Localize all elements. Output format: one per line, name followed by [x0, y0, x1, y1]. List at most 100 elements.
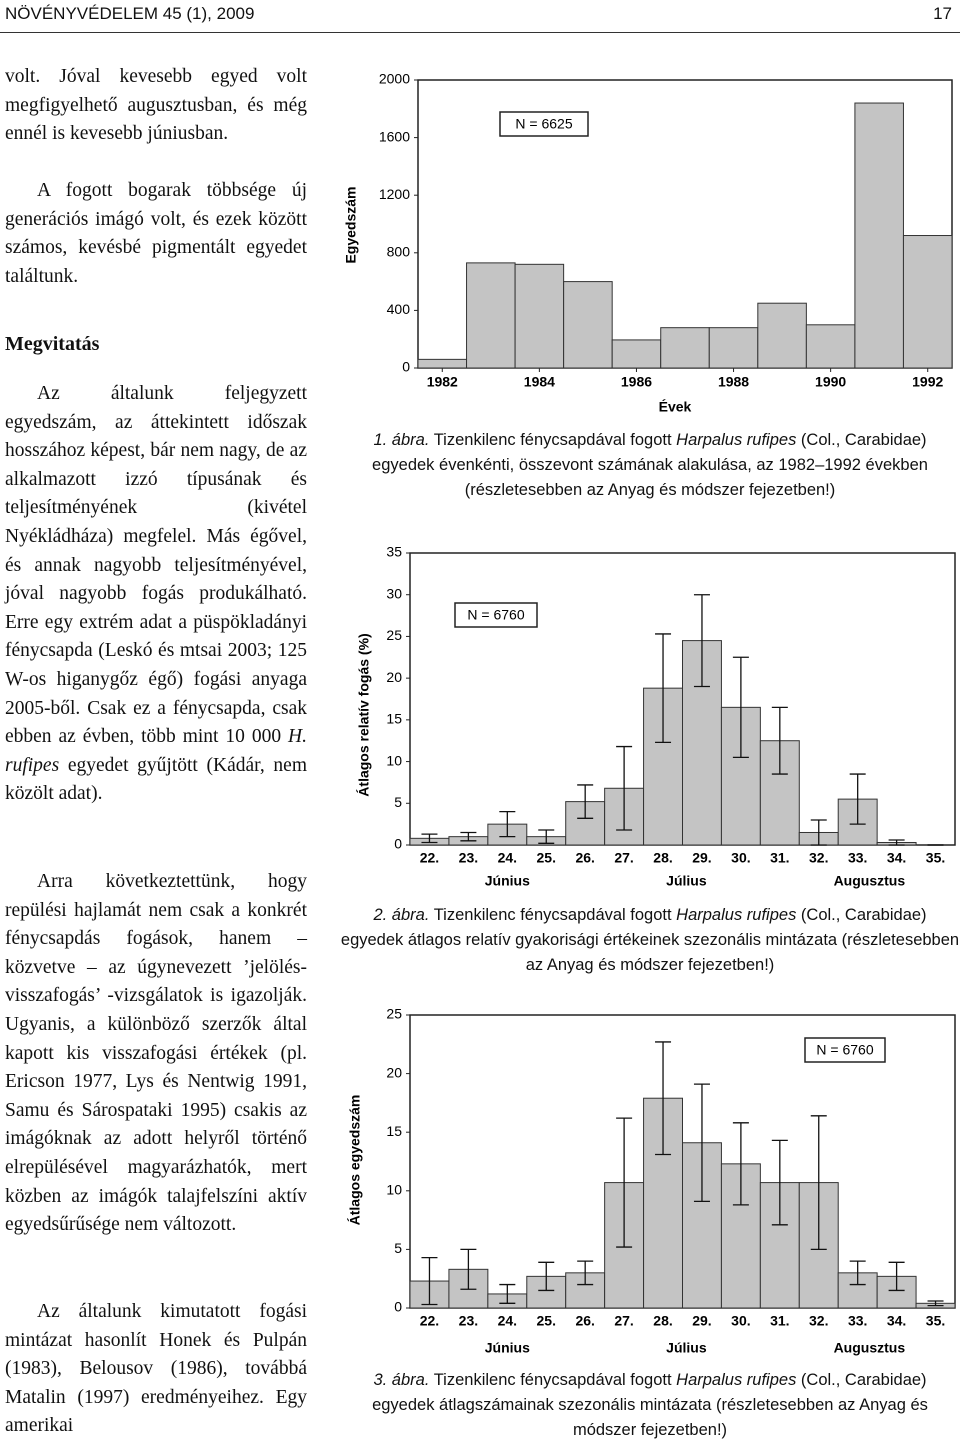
- x-tick-label: 23.: [459, 1313, 478, 1329]
- x-tick-label: 31.: [770, 1313, 789, 1329]
- x-tick-label: 31.: [770, 850, 789, 866]
- bar: [466, 262, 516, 369]
- x-tick-label: 1988: [718, 374, 749, 390]
- group-label: Június: [485, 873, 530, 889]
- y-tick-label: 15: [386, 1123, 402, 1139]
- y-tick-label: 35: [386, 544, 402, 560]
- x-tick-label: 26.: [575, 850, 594, 866]
- x-tick-label: 29.: [692, 850, 711, 866]
- bar: [417, 358, 468, 369]
- annotation: N = 6760: [816, 1042, 873, 1058]
- header-rule: [0, 32, 960, 33]
- x-tick-label: 1990: [815, 374, 846, 390]
- species: H. rufipes: [5, 726, 307, 776]
- text: egyedet gyűjtött (Kádár, nem közölt adat…: [5, 754, 307, 805]
- annotation: N = 6760: [467, 607, 524, 623]
- group-label: Június: [485, 1340, 530, 1356]
- x-tick-label: 1992: [912, 374, 943, 390]
- paragraph: volt. Jóval kevesebb egyed volt megfigye…: [5, 66, 307, 145]
- bar: [563, 281, 613, 369]
- journal-header: NÖVÉNYVÉDELEM 45 (1), 2009: [5, 4, 255, 23]
- figure-number: 3. ábra.: [373, 1371, 430, 1389]
- x-tick-label: 32.: [809, 1313, 828, 1329]
- figure-caption: 3. ábra. Tizenkilenc fénycsapdával fogot…: [340, 1368, 960, 1440]
- x-axis-label: Évek: [659, 399, 692, 415]
- y-tick-label: 0: [394, 836, 402, 852]
- paragraph: Arra következtettünk, hogy repülési hajl…: [5, 871, 307, 1236]
- y-tick-label: 1600: [379, 128, 410, 144]
- bar: [805, 324, 856, 369]
- species: Harpalus rufipes: [676, 1371, 797, 1389]
- group-label: Augusztus: [834, 873, 906, 889]
- y-tick-label: 5: [394, 794, 402, 810]
- bar: [902, 235, 953, 369]
- x-tick-label: 26.: [575, 1313, 594, 1329]
- paragraph: Az általunk kimutatott fogási mintázat h…: [5, 1301, 307, 1437]
- bar: [757, 302, 807, 369]
- x-tick-label: 24.: [498, 1313, 517, 1329]
- species: Harpalus rufipes: [676, 431, 797, 449]
- x-tick-label: 29.: [692, 1313, 711, 1329]
- caption-text: Tizenkilenc fénycsapdával fogott: [433, 431, 672, 449]
- group-label: Július: [666, 873, 707, 889]
- y-tick-label: 1200: [379, 186, 410, 202]
- group-label: Július: [666, 1340, 707, 1356]
- caption-text: (Col., Carabidae) egyedek átlagszámainak…: [372, 1371, 928, 1439]
- x-tick-label: 25.: [537, 850, 556, 866]
- bar: [854, 102, 904, 369]
- x-tick-label: 32.: [809, 850, 828, 866]
- bar: [611, 339, 662, 369]
- figure-caption: 1. ábra. Tizenkilenc fénycsapdával fogot…: [340, 428, 960, 503]
- y-tick-label: 30: [386, 585, 402, 601]
- figure-number: 1. ábra.: [373, 431, 430, 449]
- y-axis-label: Átlagos egyedszám: [347, 1095, 363, 1226]
- x-tick-label: 33.: [848, 1313, 867, 1329]
- x-tick-label: 30.: [731, 1313, 750, 1329]
- y-tick-label: 25: [386, 627, 402, 643]
- bar: [514, 263, 565, 369]
- caption-text: Tizenkilenc fénycsapdával fogott: [433, 1371, 672, 1389]
- x-tick-label: 34.: [887, 850, 906, 866]
- bar: [708, 327, 759, 369]
- bar: [759, 740, 800, 846]
- x-tick-label: 1982: [427, 374, 458, 390]
- caption-text: (Col., Carabidae) egyedek évenkénti, öss…: [372, 431, 928, 499]
- page-number: 17: [933, 4, 952, 23]
- figure-number: 2. ábra.: [373, 906, 430, 924]
- y-tick-label: 400: [387, 301, 411, 317]
- x-tick-label: 33.: [848, 850, 867, 866]
- x-tick-label: 1986: [621, 374, 652, 390]
- y-tick-label: 0: [402, 359, 410, 375]
- x-tick-label: 30.: [731, 850, 750, 866]
- paragraph: Az általunk feljegyzett egyedszám, az át…: [5, 380, 307, 809]
- species: Harpalus rufipes: [676, 906, 797, 924]
- annotation-box: [804, 1037, 886, 1063]
- x-tick-label: 22.: [420, 1313, 439, 1329]
- y-tick-label: 0: [394, 1299, 402, 1315]
- y-tick-label: 10: [386, 752, 402, 768]
- x-tick-label: 27.: [614, 1313, 633, 1329]
- caption-text: (Col., Carabidae) egyedek átlagos relatí…: [340, 906, 960, 974]
- y-tick-label: 10: [386, 1182, 402, 1198]
- y-tick-label: 15: [386, 711, 402, 727]
- y-tick-label: 5: [394, 1240, 402, 1256]
- section-heading: Megvitatás: [5, 333, 100, 355]
- annotation-box: [454, 602, 538, 628]
- x-tick-label: 23.: [459, 850, 478, 866]
- text: Az általunk feljegyzett egyedszám, az át…: [5, 383, 307, 748]
- x-tick-label: 28.: [653, 1313, 672, 1329]
- x-tick-label: 22.: [420, 850, 439, 866]
- y-tick-label: 20: [386, 1064, 402, 1080]
- x-tick-label: 35.: [926, 850, 945, 866]
- x-tick-label: 25.: [537, 1313, 556, 1329]
- y-tick-label: 20: [386, 669, 402, 685]
- x-tick-label: 24.: [498, 850, 517, 866]
- caption-text: Tizenkilenc fénycsapdával fogott: [433, 906, 672, 924]
- y-axis-label: Egyedszám: [343, 186, 359, 263]
- x-tick-label: 1984: [524, 374, 555, 390]
- y-tick-label: 2000: [379, 71, 410, 87]
- annotation-box: [499, 111, 589, 137]
- group-label: Augusztus: [834, 1340, 906, 1356]
